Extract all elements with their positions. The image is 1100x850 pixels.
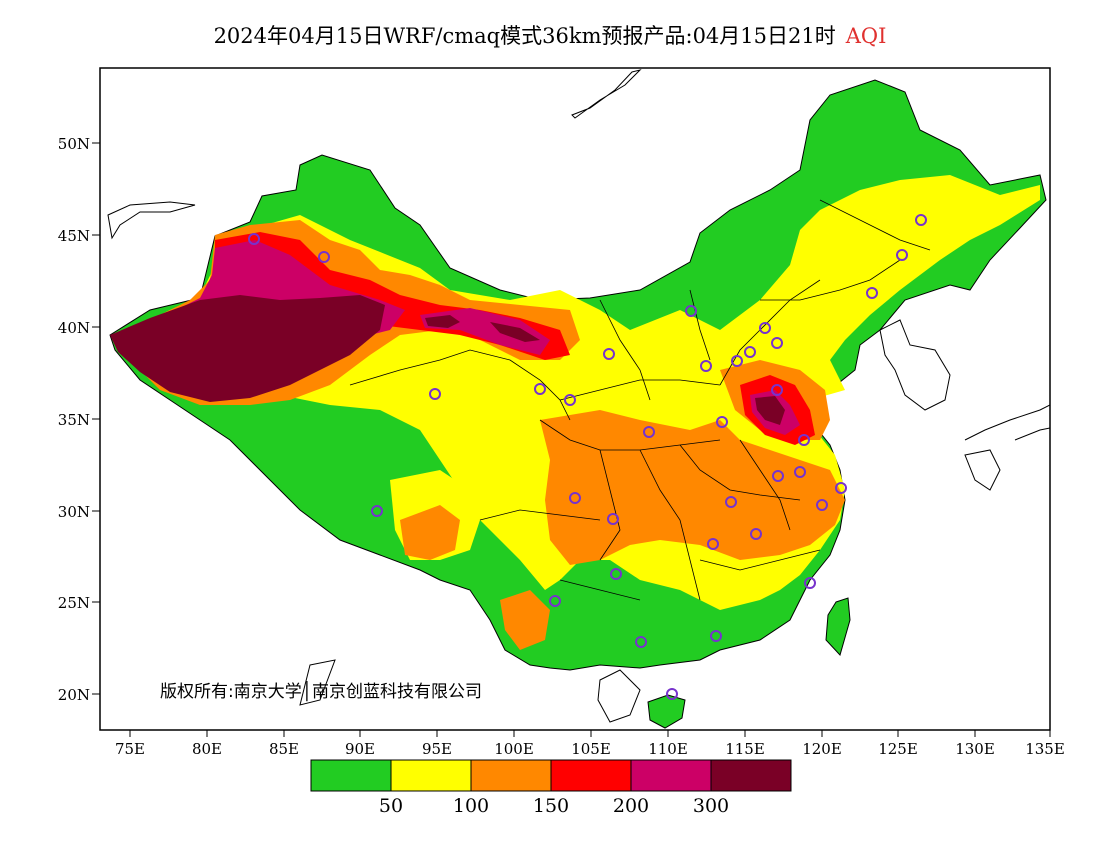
station-marker (716, 416, 728, 428)
station-marker (816, 499, 828, 511)
lat-label-45n: 45N (58, 227, 90, 245)
legend-swatch-light (470, 759, 552, 792)
baikal-outline (571, 69, 642, 119)
lat-axis: 50N 45N 40N 35N 30N 25N 20N (58, 135, 100, 704)
lat-label-50n: 50N (58, 135, 90, 153)
lat-label-25n: 25N (58, 594, 90, 612)
station-marker (534, 383, 546, 395)
copyright-text: 版权所有:南京大学│南京创蓝科技有限公司 (160, 681, 482, 702)
station-marker (804, 577, 816, 589)
lon-label-135e: 135E (1025, 740, 1065, 758)
station-marker (915, 214, 927, 226)
map-title: 2024年04月15日WRF/cmaq模式36km预报产品:04月15日21时 A… (0, 20, 1100, 50)
aqi-light-zone-yunnan (500, 590, 550, 650)
lon-label-100e: 100E (494, 740, 534, 758)
legend-swatch-severe (710, 759, 792, 792)
taiwan-island (825, 597, 851, 656)
station-marker (318, 251, 330, 263)
station-marker (707, 538, 719, 550)
aqi-severe-zone-gansu (425, 315, 540, 342)
station-marker (744, 346, 756, 358)
station-marker (866, 287, 878, 299)
station-marker (794, 466, 806, 478)
station-marker (896, 249, 908, 261)
map-content (107, 69, 1050, 729)
map-frame (99, 67, 1051, 731)
station-marker (610, 568, 622, 580)
lat-label-40n: 40N (58, 319, 90, 337)
lat-label-35n: 35N (58, 411, 90, 429)
station-marker (429, 388, 441, 400)
station-marker (549, 595, 561, 607)
station-marker (772, 470, 784, 482)
aqi-light-zone-central (540, 410, 845, 565)
lon-label-90e: 90E (345, 740, 375, 758)
lon-label-85e: 85E (269, 740, 299, 758)
title-main: 2024年04月15日WRF/cmaq模式36km预报产品:04月15日21时 (213, 24, 836, 48)
legend-label-300: 300 (693, 795, 729, 817)
station-marker (635, 636, 647, 648)
korea-outline (879, 319, 951, 411)
legend-label-100: 100 (453, 795, 489, 817)
title-variable: AQI (845, 24, 887, 48)
lat-label-20n: 20N (58, 686, 90, 704)
station-marker (685, 305, 697, 317)
station-marker (771, 337, 783, 349)
lon-label-125e: 125E (878, 740, 918, 758)
station-marker (666, 688, 678, 700)
legend-swatch-heavy (630, 759, 712, 792)
lon-label-120e: 120E (802, 740, 842, 758)
station-marker (798, 434, 810, 446)
balkhash-outline (107, 201, 196, 240)
station-marker (603, 348, 615, 360)
legend-label-200: 200 (613, 795, 649, 817)
station-marker (643, 426, 655, 438)
station-marker (771, 384, 783, 396)
legend-swatch-medium (550, 759, 632, 792)
aqi-light-zone-tibet-south (400, 505, 460, 560)
lon-label-80e: 80E (192, 740, 222, 758)
station-marker (759, 322, 771, 334)
station-marker (835, 482, 847, 494)
legend-label-150: 150 (533, 795, 569, 817)
station-marker (725, 496, 737, 508)
station-marker (248, 233, 260, 245)
station-marker (564, 394, 576, 406)
lon-label-110e: 110E (648, 740, 688, 758)
aqi-severe-zone-hebei (755, 396, 785, 425)
station-marker (731, 355, 743, 367)
lon-label-105e: 105E (571, 740, 611, 758)
station-marker (569, 492, 581, 504)
station-markers (248, 214, 927, 700)
lon-axis: 75E 80E 85E 90E 95E 100E 105E 110E 115E … (115, 730, 1065, 758)
lat-label-30n: 30N (58, 503, 90, 521)
aqi-severe-zone-taklamakan (110, 295, 385, 402)
legend-colorbar: 50 100 150 200 300 (310, 759, 792, 817)
province-boundaries (349, 199, 931, 601)
lon-label-115e: 115E (725, 740, 765, 758)
station-marker (710, 630, 722, 642)
lon-label-75e: 75E (115, 740, 145, 758)
legend-swatch-good (310, 759, 392, 792)
lon-label-130e: 130E (955, 740, 995, 758)
station-marker (700, 360, 712, 372)
station-marker (371, 505, 383, 517)
legend-label-50: 50 (379, 795, 403, 817)
legend-swatch-moderate (390, 759, 472, 792)
station-marker (750, 528, 762, 540)
japan-outline (964, 404, 1050, 491)
station-marker (607, 513, 619, 525)
lon-label-95e: 95E (422, 740, 452, 758)
gulf-outline (299, 659, 641, 723)
